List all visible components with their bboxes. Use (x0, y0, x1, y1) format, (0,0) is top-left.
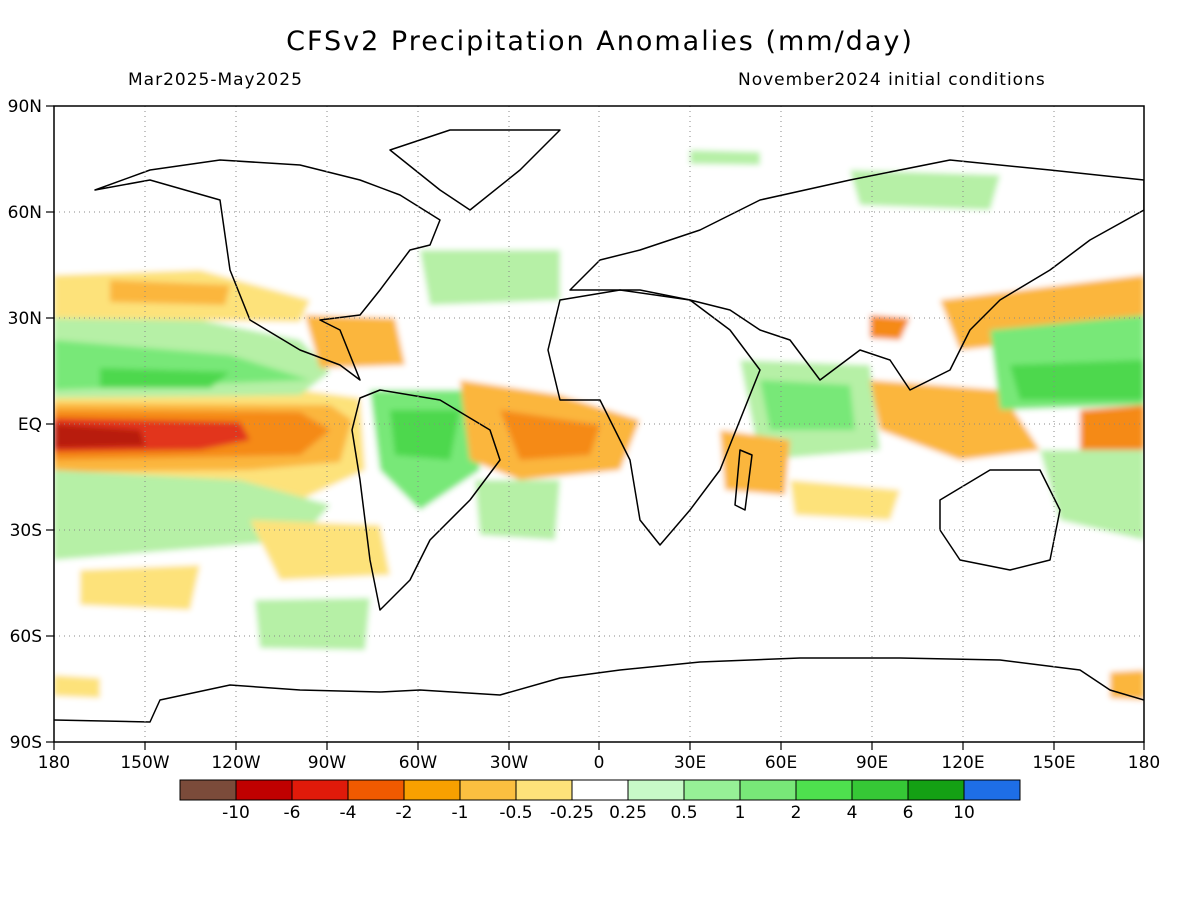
swpac-green (1040, 450, 1144, 540)
colorbar-swatch (291, 779, 349, 801)
colorbar-label: 0.5 (670, 803, 697, 823)
x-tick-label: 60E (765, 753, 797, 773)
maritime-orange (870, 380, 1040, 460)
bay-bengal-orange (870, 315, 910, 340)
gridlines (54, 106, 1144, 742)
y-axis-labels: 90N 60N 30N EQ 30S 60S 90S (8, 97, 42, 753)
colorbar-swatch (571, 779, 629, 801)
colorbar-label: -0.5 (499, 803, 532, 823)
colorbar-label: -4 (340, 803, 357, 823)
y-tick-label: EQ (18, 415, 42, 435)
x-tick-label: 150E (1032, 753, 1075, 773)
arctic-green (690, 150, 760, 165)
coastlines (54, 129, 1144, 723)
x-tick-label: 90E (856, 753, 888, 773)
coast-australia (939, 469, 1061, 571)
x-axis-labels: 180 150W 120W 90W 60W 30W 0 30E 60E 90E … (38, 753, 1160, 773)
coast-madagascar (734, 449, 753, 511)
colorbar-label: -2 (396, 803, 413, 823)
colorbar-swatch (235, 779, 293, 801)
colorbar-swatch (627, 779, 685, 801)
wpac-orange-east (1080, 405, 1144, 460)
forecast-period: Mar2025-May2025 (128, 70, 303, 90)
colorbar-swatch (403, 779, 461, 801)
x-tick-label: 180 (1128, 753, 1160, 773)
y-tick-label: 90S (10, 733, 42, 753)
colorbar-swatch (683, 779, 741, 801)
npac-orange-patch (110, 280, 230, 305)
x-tick-label: 180 (38, 753, 70, 773)
colorbar-swatch (459, 779, 517, 801)
x-tick-label: 30E (674, 753, 706, 773)
coast-eurasia (569, 159, 1144, 391)
x-tick-label: 0 (594, 753, 605, 773)
siberia-green (850, 170, 1000, 210)
colorbar-label: -10 (222, 803, 250, 823)
southern-ocean-green (255, 598, 370, 650)
colorbar-swatch (179, 779, 237, 801)
coast-south-america (351, 389, 501, 611)
x-tick-label: 120E (941, 753, 984, 773)
pacific-darkred-core (54, 424, 145, 448)
gulf-orange (305, 315, 405, 368)
colorbar-label: 2 (791, 803, 802, 823)
natl-green (420, 250, 560, 305)
colorbar-swatch (795, 779, 853, 801)
initial-conditions: November2024 initial conditions (738, 70, 1046, 90)
colorbar-label: 1 (735, 803, 746, 823)
colorbar-swatch (851, 779, 909, 801)
colorbar-label: 4 (847, 803, 858, 823)
x-tick-label: 150W (120, 753, 169, 773)
x-tick-label: 90W (308, 753, 347, 773)
spac-yellow-2 (80, 565, 200, 610)
colorbar-swatch (739, 779, 797, 801)
samerica-green-core (390, 410, 460, 460)
y-tick-label: 60N (8, 203, 42, 223)
x-tick-label: 60W (399, 753, 438, 773)
npac-green-inner (100, 368, 230, 388)
y-tick-label: 90N (8, 97, 42, 117)
sindian-yellow (790, 480, 900, 520)
coast-antarctica (54, 657, 1144, 723)
colorbar-swatch (963, 779, 1021, 801)
y-tick-label: 30N (8, 309, 42, 329)
wpac-green-core (1010, 360, 1144, 400)
colorbar-label: -0.25 (550, 803, 594, 823)
colorbar-labels: -10 -6 -4 -2 -1 -0.5 -0.25 0.25 0.5 1 2 … (222, 803, 975, 823)
atlantic-deep-orange (500, 410, 600, 460)
colorbar-label: 0.25 (609, 803, 647, 823)
tick-marks (46, 105, 1145, 750)
coast-greenland (389, 129, 561, 211)
antarctic-yellow (54, 675, 100, 698)
colorbar-label: 6 (903, 803, 914, 823)
map-title: CFSv2 Precipitation Anomalies (mm/day) (286, 26, 914, 57)
colorbar (179, 779, 1021, 801)
indian-green-core (760, 380, 855, 430)
coast-north-america (94, 159, 441, 381)
coast-africa-eurasia (547, 289, 761, 546)
colorbar-label: -6 (284, 803, 301, 823)
colorbar-label: -1 (452, 803, 469, 823)
colorbar-label: 10 (953, 803, 975, 823)
x-tick-label: 30W (490, 753, 529, 773)
y-tick-label: 30S (10, 521, 42, 541)
colorbar-swatch (907, 779, 965, 801)
satlantic-green (475, 480, 560, 540)
y-tick-label: 60S (10, 627, 42, 647)
spac-yellow (250, 520, 390, 580)
madagascar-orange (720, 430, 790, 495)
x-tick-label: 120W (211, 753, 260, 773)
colorbar-swatch (347, 779, 405, 801)
colorbar-swatch (515, 779, 573, 801)
